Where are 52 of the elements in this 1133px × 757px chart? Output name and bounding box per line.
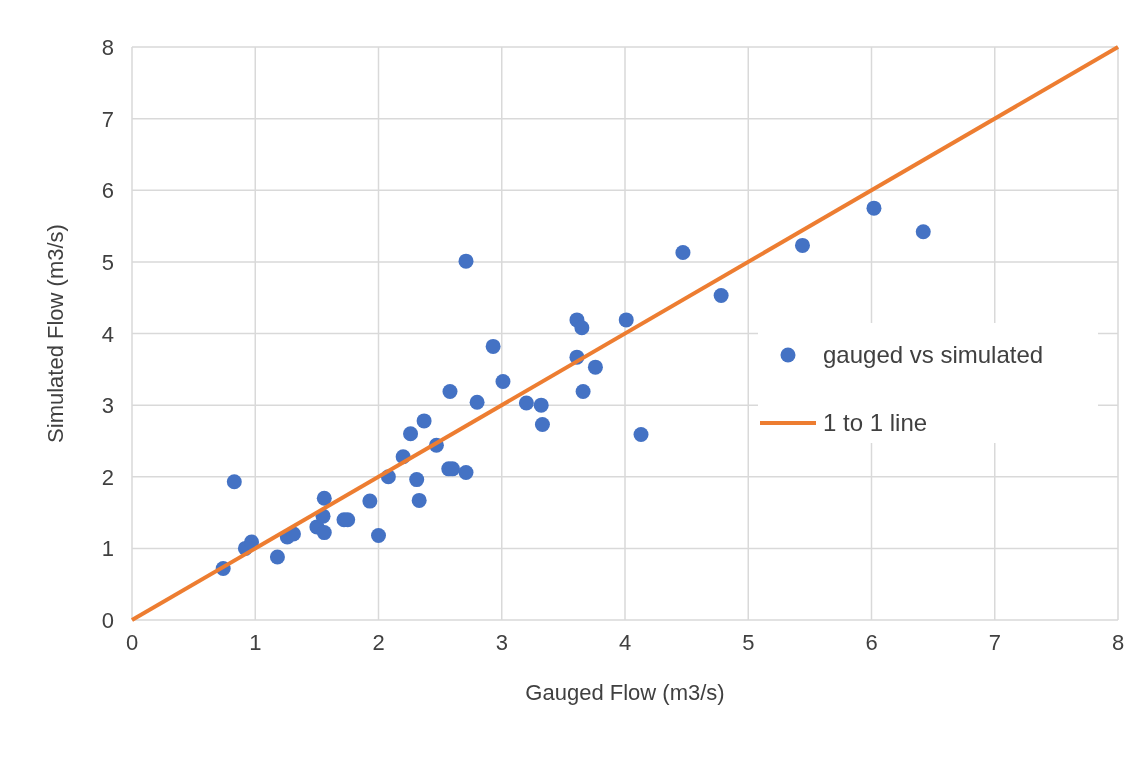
point: [442, 384, 458, 400]
point: [675, 245, 691, 261]
point: [458, 253, 474, 269]
point: [518, 395, 534, 411]
point: [485, 338, 501, 354]
x-tick-label: 6: [865, 630, 878, 655]
x-tick-label: 4: [618, 630, 632, 655]
x-axis-title: Gauged Flow (m3/s): [525, 680, 725, 705]
point: [411, 492, 427, 508]
point: [633, 426, 649, 442]
point: [713, 288, 729, 304]
point: [575, 384, 591, 400]
point: [316, 490, 332, 506]
y-tick-label: 6: [101, 178, 114, 204]
point: [533, 397, 549, 413]
point: [244, 534, 260, 550]
point: [618, 312, 634, 328]
point: [915, 224, 931, 240]
x-tick-label: 3: [495, 630, 508, 655]
point: [574, 320, 590, 336]
y-tick-label: 2: [101, 464, 114, 490]
x-tick-label: 0: [125, 630, 139, 655]
y-tick-label: 4: [101, 321, 114, 347]
point: [371, 527, 386, 543]
point: [866, 200, 882, 216]
x-tick-label: 7: [988, 630, 1001, 655]
y-tick-label: 7: [101, 106, 114, 132]
x-tick-label: 1: [249, 630, 262, 655]
point: [409, 472, 425, 488]
y-tick-label: 5: [101, 249, 114, 275]
point: [316, 525, 332, 541]
y-tick-label: 0: [101, 608, 114, 633]
point: [416, 413, 432, 429]
point: [469, 394, 485, 410]
point: [587, 359, 603, 375]
y-tick-label: 3: [101, 393, 114, 419]
legend-label: 1 to 1 line: [823, 409, 928, 436]
x-tick-label: 8: [1111, 630, 1125, 655]
point: [794, 237, 810, 253]
point: [534, 416, 550, 432]
point: [458, 464, 474, 480]
point: [495, 373, 511, 389]
point: [226, 474, 242, 490]
x-tick-label: 2: [372, 630, 385, 655]
x-tick-label: 5: [742, 630, 755, 655]
y-tick-label: 8: [101, 35, 114, 60]
point: [269, 549, 285, 565]
point: [362, 493, 378, 509]
legend-label: gauged vs simulated: [823, 341, 1044, 368]
point: [403, 426, 419, 442]
y-axis-title: Simulated Flow (m3/s): [43, 224, 68, 443]
y-tick-label: 1: [101, 536, 114, 562]
